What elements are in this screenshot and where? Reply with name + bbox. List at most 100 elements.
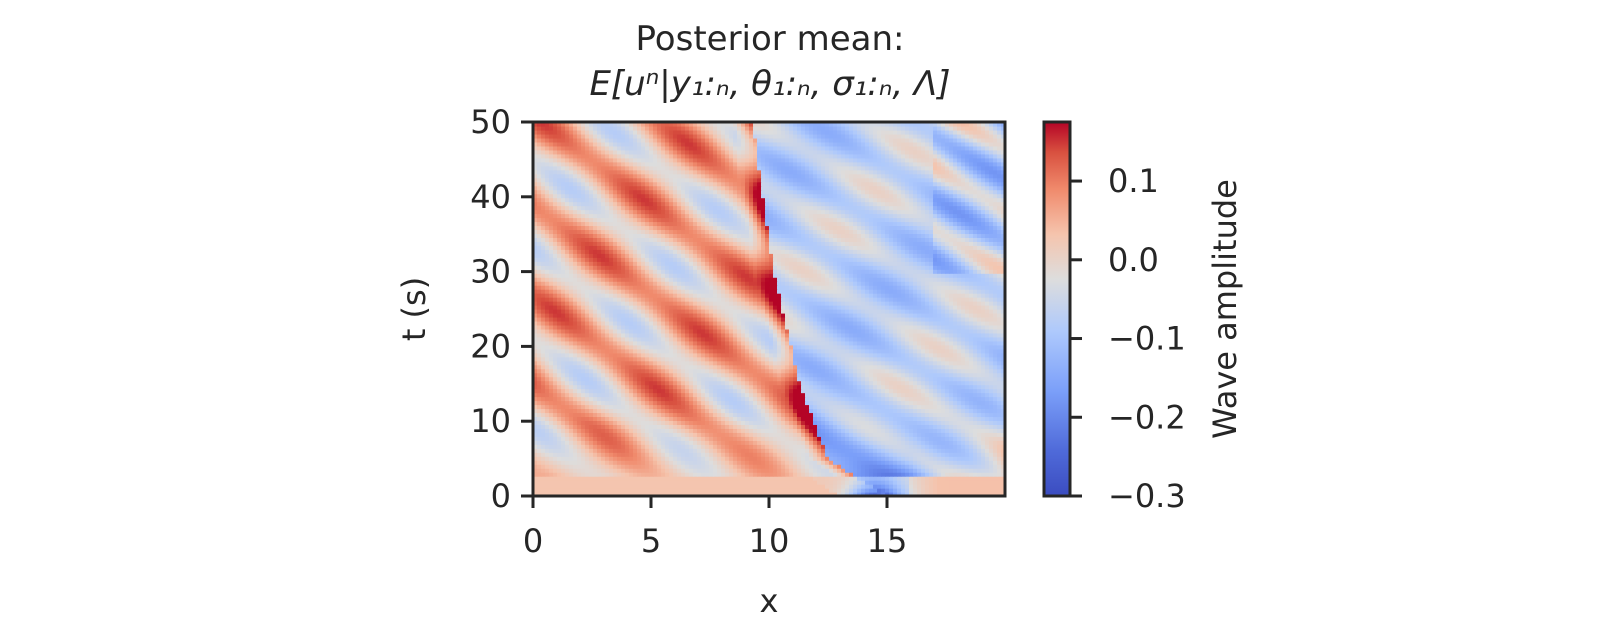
heatmap-cell xyxy=(581,412,586,418)
heatmap-cell xyxy=(989,336,994,342)
heatmap-cell xyxy=(933,432,938,437)
heatmap-cell xyxy=(565,352,570,358)
heatmap-cell xyxy=(741,440,746,445)
heatmap-cell xyxy=(581,400,586,406)
heatmap-cell xyxy=(809,380,814,386)
heatmap-cell xyxy=(793,480,798,485)
heatmap-cell xyxy=(689,420,694,425)
heatmap-cell xyxy=(661,392,666,398)
heatmap-cell xyxy=(805,368,810,374)
heatmap-cell xyxy=(581,340,586,346)
heatmap-cell xyxy=(561,464,566,469)
heatmap-cell xyxy=(593,384,598,390)
heatmap-cell xyxy=(705,448,710,453)
heatmap-cell xyxy=(909,444,914,449)
heatmap-cell xyxy=(725,424,730,429)
heatmap-cell xyxy=(945,352,950,358)
heatmap-cell xyxy=(817,392,822,398)
heatmap-cell xyxy=(761,472,766,477)
heatmap-cell xyxy=(645,476,650,481)
heatmap-cell xyxy=(573,468,578,473)
heatmap-cell xyxy=(881,476,886,481)
heatmap-cell xyxy=(713,364,718,370)
heatmap-cell xyxy=(813,476,818,481)
heatmap-cell xyxy=(805,388,810,394)
heatmap-cell xyxy=(933,360,938,366)
heatmap-cell xyxy=(633,488,638,493)
heatmap-cell xyxy=(821,408,826,414)
heatmap-cell xyxy=(745,408,750,414)
heatmap-cell xyxy=(557,396,562,402)
heatmap-cell xyxy=(897,468,902,473)
heatmap-cell xyxy=(861,392,866,398)
heatmap-cell xyxy=(709,416,714,422)
heatmap-cell xyxy=(997,428,1002,433)
heatmap-cell xyxy=(533,372,538,378)
heatmap-cell xyxy=(729,436,734,441)
heatmap-cell xyxy=(881,484,886,489)
heatmap-cell xyxy=(749,396,754,402)
heatmap-cell xyxy=(621,464,626,469)
heatmap-cell xyxy=(785,328,790,334)
heatmap-cell xyxy=(989,376,994,382)
heatmap-cell xyxy=(777,380,782,386)
heatmap-cell xyxy=(585,460,590,465)
heatmap-cell xyxy=(625,356,630,362)
heatmap-cell xyxy=(873,328,878,334)
heatmap-cell xyxy=(749,420,754,425)
heatmap-cell xyxy=(833,388,838,394)
heatmap-cell xyxy=(833,348,838,354)
heatmap-cell xyxy=(781,364,786,370)
heatmap-cell xyxy=(541,472,546,477)
heatmap-cell xyxy=(617,324,622,330)
heatmap-cell xyxy=(717,352,722,358)
heatmap-cell xyxy=(629,452,634,457)
heatmap-cell xyxy=(881,356,886,362)
heatmap-cell xyxy=(761,420,766,425)
heatmap-cell xyxy=(761,432,766,437)
heatmap-cell xyxy=(553,416,558,422)
heatmap-cell xyxy=(725,468,730,473)
heatmap-cell xyxy=(893,408,898,414)
heatmap-cell xyxy=(973,380,978,386)
heatmap-cell xyxy=(929,388,934,394)
heatmap-cell xyxy=(565,396,570,402)
heatmap-cell xyxy=(909,488,914,493)
heatmap-cell xyxy=(697,428,702,433)
heatmap-cell xyxy=(769,376,774,382)
heatmap-cell xyxy=(953,436,958,441)
heatmap-cell xyxy=(845,380,850,386)
heatmap-cell xyxy=(981,412,986,418)
heatmap-cell xyxy=(881,368,886,374)
heatmap-cell xyxy=(833,456,838,461)
heatmap-cell xyxy=(945,488,950,493)
heatmap-cell xyxy=(773,472,778,477)
heatmap-cell xyxy=(585,456,590,461)
heatmap-cell xyxy=(549,484,554,489)
heatmap-cell xyxy=(725,480,730,485)
heatmap-cell xyxy=(777,340,782,346)
heatmap-cell xyxy=(881,444,886,449)
heatmap-cell xyxy=(789,484,794,489)
heatmap-cell xyxy=(925,472,930,477)
heatmap-cell xyxy=(945,364,950,370)
heatmap-cell xyxy=(869,332,874,338)
heatmap-cell xyxy=(773,364,778,370)
heatmap-cell xyxy=(685,428,690,433)
heatmap-cell xyxy=(641,324,646,330)
heatmap-cell xyxy=(605,380,610,386)
heatmap-cell xyxy=(569,400,574,406)
heatmap-cell xyxy=(877,480,882,485)
heatmap-cell xyxy=(657,480,662,485)
heatmap-cell xyxy=(977,492,982,497)
heatmap-cell xyxy=(573,384,578,390)
heatmap-cell xyxy=(753,484,758,489)
heatmap-cell xyxy=(901,456,906,461)
heatmap-cell xyxy=(853,492,858,497)
heatmap-cell xyxy=(673,416,678,422)
heatmap-cell xyxy=(549,480,554,485)
heatmap-cell xyxy=(993,344,998,350)
heatmap-cell xyxy=(745,344,750,350)
heatmap-cell xyxy=(1001,484,1006,489)
heatmap-cell xyxy=(885,484,890,489)
